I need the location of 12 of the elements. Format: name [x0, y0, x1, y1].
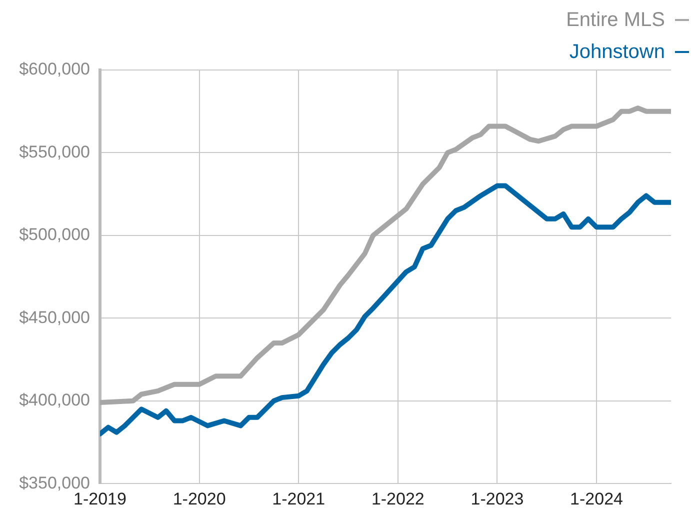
y-tick-label: $450,000: [19, 308, 90, 327]
x-tick-label: 1-2024: [570, 489, 623, 508]
x-tick-label: 1-2020: [172, 489, 226, 508]
x-tick-label: 1-2021: [272, 489, 326, 508]
legend-label: Johnstown: [569, 40, 665, 65]
x-tick-label: 1-2023: [470, 489, 524, 508]
y-tick-label: $500,000: [19, 225, 90, 244]
legend-label: Entire MLS: [566, 8, 665, 33]
x-tick-label: 1-2022: [371, 489, 424, 508]
y-tick-label: $600,000: [19, 60, 90, 79]
y-tick-label: $550,000: [19, 142, 90, 162]
y-tick-label: $400,000: [19, 390, 90, 410]
